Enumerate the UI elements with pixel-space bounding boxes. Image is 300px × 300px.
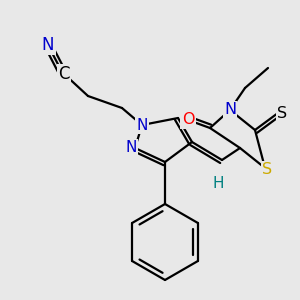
Text: N: N <box>42 36 54 54</box>
Text: N: N <box>136 118 148 133</box>
Text: N: N <box>224 103 236 118</box>
Text: N: N <box>125 140 137 155</box>
Text: H: H <box>212 176 224 190</box>
Text: S: S <box>262 163 272 178</box>
Text: S: S <box>277 106 287 121</box>
Text: C: C <box>58 65 70 83</box>
Text: O: O <box>182 112 194 128</box>
